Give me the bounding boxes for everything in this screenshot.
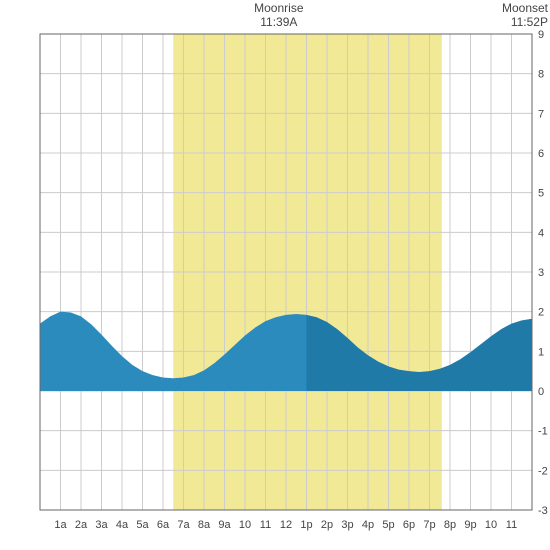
chart-svg: -3-2-101234567891a2a3a4a5a6a7a8a9a101112… — [0, 0, 550, 550]
y-axis-label: 5 — [538, 188, 544, 200]
x-axis-label: 2p — [321, 519, 333, 531]
y-axis-label: 8 — [538, 69, 544, 81]
y-axis-label: 6 — [538, 148, 544, 160]
y-axis-label: -3 — [538, 505, 548, 517]
x-axis-label: 10 — [485, 519, 497, 531]
x-axis-label: 6a — [157, 519, 170, 531]
x-axis-label: 5p — [382, 519, 394, 531]
moonset-time: 11:52P — [511, 15, 548, 29]
y-axis-label: 3 — [538, 267, 544, 279]
y-axis-label: 7 — [538, 108, 544, 120]
x-axis-label: 9a — [218, 519, 231, 531]
x-axis-label: 9p — [464, 519, 476, 531]
x-axis-label: 5a — [136, 519, 149, 531]
x-axis-label: 4p — [362, 519, 374, 531]
moonrise-title: Moonrise — [254, 1, 304, 15]
x-axis-label: 6p — [403, 519, 415, 531]
x-axis-label: 8p — [444, 519, 456, 531]
x-axis-label: 11 — [260, 519, 271, 531]
x-axis-label: 7a — [177, 519, 190, 531]
x-axis-label: 1a — [54, 519, 67, 531]
y-axis-label: 9 — [538, 29, 544, 41]
x-axis-label: 2a — [75, 519, 88, 531]
x-axis-label: 10 — [239, 519, 251, 531]
x-axis-label: 11 — [506, 519, 517, 531]
y-axis-label: -2 — [538, 465, 548, 477]
x-axis-label: 12 — [280, 519, 292, 531]
x-axis-label: 7p — [423, 519, 435, 531]
y-axis-label: 1 — [538, 346, 544, 358]
x-axis-label: 1p — [300, 519, 312, 531]
tide-chart: -3-2-101234567891a2a3a4a5a6a7a8a9a101112… — [0, 0, 550, 550]
y-axis-label: 2 — [538, 307, 544, 319]
y-axis-label: -1 — [538, 426, 548, 438]
x-axis-label: 8a — [198, 519, 211, 531]
y-axis-label: 4 — [538, 227, 544, 239]
x-axis-label: 4a — [116, 519, 129, 531]
moonrise-time: 11:39A — [260, 15, 297, 29]
x-axis-label: 3p — [341, 519, 353, 531]
x-axis-label: 3a — [95, 519, 108, 531]
y-axis-label: 0 — [538, 386, 544, 398]
moonset-title: Moonset — [502, 1, 549, 15]
